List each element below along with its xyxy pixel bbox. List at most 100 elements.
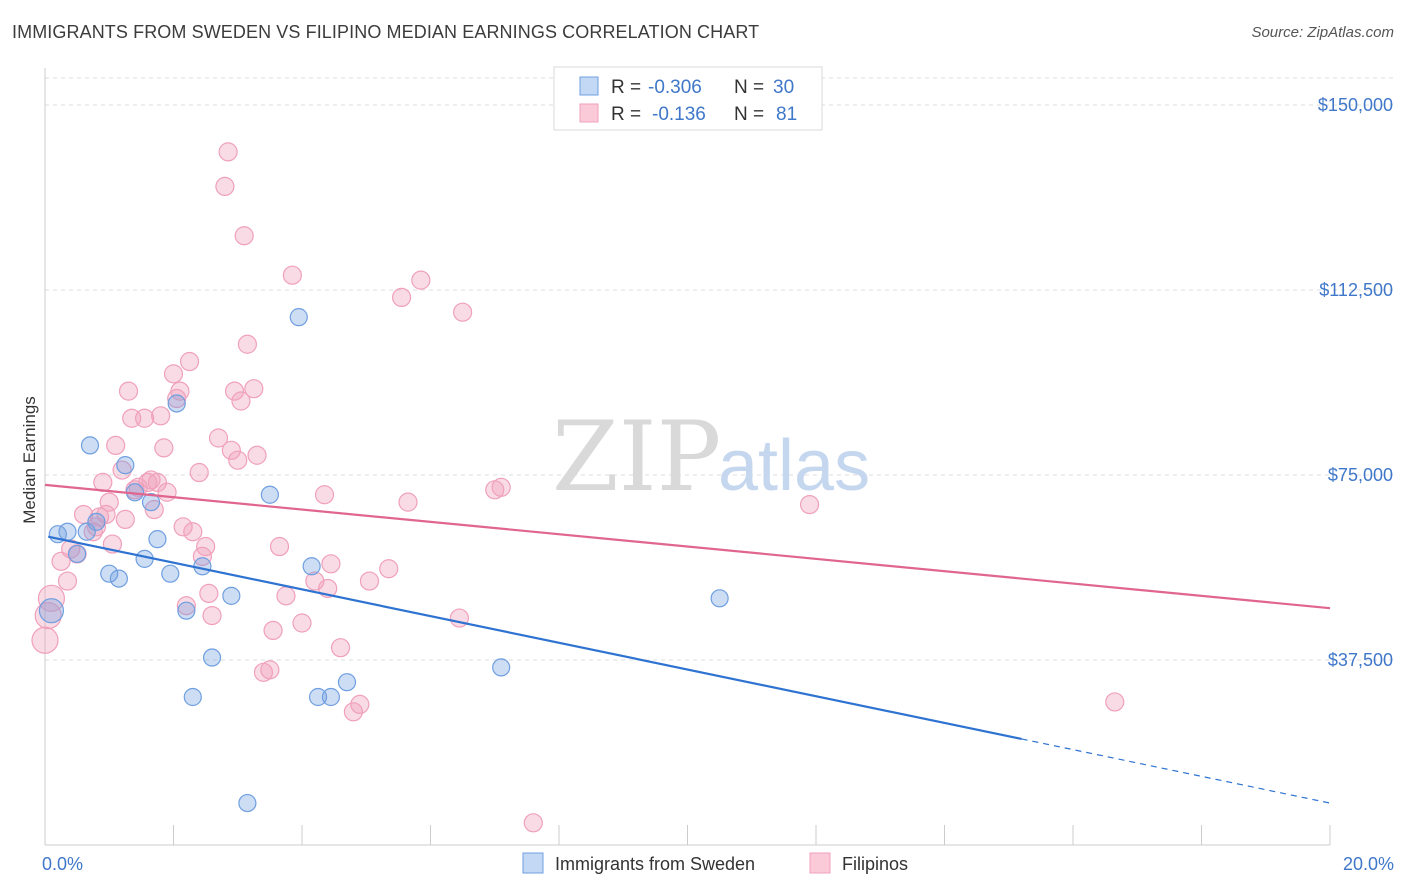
series-sweden [38, 308, 729, 813]
axes [44, 68, 1331, 846]
point-sweden [148, 530, 167, 549]
legend-r-value-sweden: -0.306 [648, 77, 702, 98]
point-sweden [710, 589, 729, 608]
point-sweden [167, 394, 186, 413]
point-filipinos [263, 620, 283, 641]
point-filipinos [391, 287, 412, 307]
x-tick-label-0: 0.0% [42, 854, 83, 874]
bottom-legend-label-sweden: Immigrants from Sweden [555, 854, 755, 874]
point-sweden [161, 564, 180, 583]
point-filipinos [799, 495, 820, 515]
point-sweden [100, 564, 119, 583]
watermark: ZIP atlas [552, 401, 870, 513]
x-tick-label-1: 20.0% [1343, 854, 1394, 874]
legend-r-value-filipinos: -0.136 [652, 104, 706, 125]
point-sweden [308, 687, 328, 707]
point-sweden [87, 512, 106, 531]
point-filipinos [196, 536, 216, 557]
point-filipinos [218, 142, 238, 162]
point-filipinos [321, 554, 341, 574]
legend-r-label-filipinos: R = [611, 104, 641, 125]
legend-box [553, 66, 823, 131]
correlation-legend: R = -0.306 N = 30 R = -0.136 N = 81 [553, 66, 823, 131]
point-sweden [238, 793, 257, 813]
point-filipinos [93, 472, 113, 492]
point-sweden [202, 648, 222, 667]
point-sweden [302, 557, 321, 576]
trend-line-sweden [47, 535, 1022, 741]
point-filipinos [106, 435, 126, 455]
y-tick-label-1: $75,000 [1328, 465, 1393, 485]
point-sweden [141, 493, 161, 512]
point-filipinos [134, 408, 155, 428]
point-sweden [321, 687, 341, 707]
trend-lines [44, 483, 1331, 804]
point-sweden [177, 601, 196, 620]
point-filipinos [183, 522, 203, 542]
point-sweden [183, 687, 202, 707]
legend-n-value-filipinos: 81 [776, 104, 797, 125]
point-filipinos [189, 462, 209, 483]
point-filipinos [276, 586, 296, 606]
point-filipinos [379, 559, 399, 579]
point-filipinos [31, 626, 59, 654]
point-filipinos [343, 702, 363, 722]
watermark-zip: ZIP [552, 401, 721, 513]
point-filipinos [154, 438, 174, 458]
grid-lines [45, 77, 1395, 661]
legend-swatch-sweden [579, 76, 599, 96]
point-filipinos [231, 391, 251, 411]
point-filipinos [138, 472, 158, 492]
point-filipinos [247, 445, 267, 465]
point-filipinos [202, 605, 222, 626]
y-tick-labels: $37,500 $75,000 $112,500 $150,000 [1318, 95, 1393, 670]
point-filipinos [314, 485, 335, 505]
point-filipinos [282, 265, 302, 285]
x-tick-labels: 0.0% 20.0% [42, 854, 1394, 874]
y-tick-label-3: $150,000 [1318, 95, 1393, 115]
point-filipinos [224, 381, 245, 401]
legend-n-value-sweden: 30 [773, 77, 794, 98]
point-sweden [80, 436, 100, 455]
point-sweden [222, 586, 241, 605]
point-filipinos [260, 660, 280, 680]
point-filipinos [57, 571, 78, 591]
point-sweden [289, 308, 308, 327]
point-filipinos [453, 302, 473, 322]
point-filipinos [292, 613, 312, 633]
point-sweden [68, 544, 87, 564]
point-filipinos [228, 450, 248, 470]
bottom-legend-swatch-sweden [522, 852, 544, 874]
point-filipinos [147, 472, 168, 492]
legend-swatch-filipinos [579, 103, 599, 123]
watermark-atlas: atlas [718, 426, 870, 506]
point-sweden [109, 569, 128, 588]
point-filipinos [398, 492, 418, 512]
point-filipinos [237, 334, 257, 354]
point-filipinos [163, 364, 184, 384]
y-tick-label-2: $112,500 [1319, 280, 1393, 300]
y-tick-label-0: $37,500 [1328, 650, 1393, 670]
point-sweden [260, 485, 279, 504]
point-filipinos [269, 536, 290, 557]
point-filipinos [234, 226, 254, 246]
bottom-legend-swatch-filipinos [809, 852, 831, 874]
point-filipinos [151, 406, 171, 426]
point-filipinos [330, 638, 351, 658]
point-sweden [193, 557, 212, 576]
point-filipinos [118, 381, 139, 401]
point-filipinos [221, 440, 241, 460]
point-filipinos [176, 596, 196, 616]
series-legend: Immigrants from Sweden Filipinos [522, 852, 908, 874]
legend-n-label-filipinos: N = [734, 104, 764, 125]
trend-line-filipinos [44, 483, 1331, 610]
point-filipinos [359, 571, 380, 591]
point-filipinos [350, 694, 370, 715]
point-filipinos [411, 270, 431, 290]
point-sweden [492, 658, 511, 677]
point-filipinos [491, 477, 511, 497]
point-filipinos [244, 379, 264, 399]
point-sweden [38, 598, 65, 624]
point-sweden [77, 522, 96, 541]
